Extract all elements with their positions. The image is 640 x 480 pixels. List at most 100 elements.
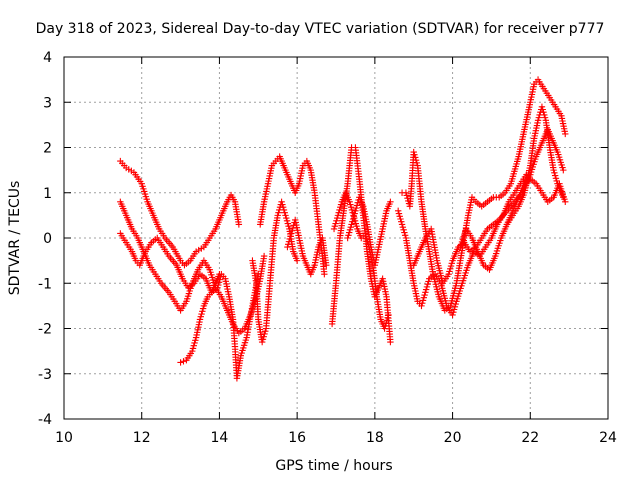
x-tick-label: 16 bbox=[288, 430, 306, 446]
data-point bbox=[396, 213, 403, 220]
y-tick-label: -3 bbox=[38, 367, 52, 383]
data-point bbox=[420, 294, 428, 301]
data-point bbox=[349, 218, 356, 225]
series-9 bbox=[330, 189, 392, 332]
data-point bbox=[423, 283, 431, 291]
data-point bbox=[401, 232, 409, 239]
data-point bbox=[447, 262, 455, 270]
data-point bbox=[333, 217, 340, 225]
data-point bbox=[287, 232, 294, 240]
data-point bbox=[353, 223, 360, 230]
y-tick-label: 4 bbox=[43, 50, 52, 66]
data-point bbox=[551, 172, 559, 179]
data-point bbox=[421, 291, 428, 299]
data-point bbox=[385, 311, 392, 319]
data-point bbox=[347, 204, 355, 211]
data-point bbox=[418, 302, 425, 310]
data-point bbox=[350, 213, 358, 220]
data-point bbox=[346, 226, 354, 234]
data-point bbox=[344, 234, 351, 242]
data-point bbox=[282, 212, 289, 219]
data-point bbox=[425, 278, 432, 285]
data-point bbox=[398, 221, 406, 228]
data-point bbox=[413, 159, 421, 167]
data-point bbox=[284, 220, 292, 227]
data-point bbox=[534, 117, 542, 124]
data-point bbox=[540, 109, 547, 116]
series-4 bbox=[177, 271, 223, 366]
data-point bbox=[550, 166, 557, 174]
data-point bbox=[346, 198, 353, 205]
data-point bbox=[353, 204, 360, 212]
data-point bbox=[260, 333, 267, 340]
data-point bbox=[562, 198, 569, 205]
data-point bbox=[283, 214, 290, 222]
y-tick-label: 3 bbox=[43, 95, 52, 111]
data-point bbox=[539, 106, 546, 113]
data-point bbox=[541, 114, 549, 121]
data-point bbox=[410, 148, 417, 156]
data-point bbox=[451, 303, 459, 310]
x-axis-label: GPS time / hours bbox=[275, 458, 392, 474]
data-point bbox=[199, 308, 206, 315]
data-point bbox=[288, 230, 295, 237]
data-point bbox=[278, 198, 285, 205]
data-point bbox=[330, 225, 338, 233]
data-point bbox=[353, 202, 361, 209]
data-point bbox=[383, 317, 391, 324]
data-point bbox=[259, 336, 267, 343]
x-tick-label: 22 bbox=[521, 430, 539, 446]
x-tick-label: 12 bbox=[133, 430, 151, 446]
data-point bbox=[235, 221, 243, 228]
data-point bbox=[387, 198, 394, 205]
data-point bbox=[348, 221, 355, 228]
data-point bbox=[261, 330, 268, 338]
data-point bbox=[190, 342, 197, 349]
series-3 bbox=[117, 230, 262, 382]
y-axis-label: SDTVAR / TECUs bbox=[7, 181, 23, 296]
data-point bbox=[445, 271, 452, 278]
data-point bbox=[419, 297, 427, 304]
data-point bbox=[260, 252, 268, 260]
data-point bbox=[258, 338, 266, 346]
data-point bbox=[285, 223, 292, 230]
series-8 bbox=[328, 144, 394, 346]
x-tick-label: 14 bbox=[211, 430, 229, 446]
data-point bbox=[189, 345, 197, 352]
data-point bbox=[447, 265, 454, 272]
data-point bbox=[450, 309, 457, 316]
data-point bbox=[332, 220, 339, 227]
data-point bbox=[422, 286, 430, 293]
data-point bbox=[347, 201, 354, 208]
data-point bbox=[399, 223, 407, 231]
data-point bbox=[448, 260, 455, 267]
series-12 bbox=[398, 76, 569, 314]
data-point bbox=[361, 230, 369, 237]
data-point bbox=[216, 271, 223, 278]
data-point bbox=[449, 311, 456, 319]
data-point bbox=[352, 220, 360, 227]
data-point bbox=[403, 192, 410, 199]
data-point bbox=[395, 210, 403, 217]
data-point bbox=[321, 271, 328, 278]
data-point bbox=[411, 151, 418, 158]
series-13 bbox=[410, 126, 567, 287]
data-point bbox=[199, 305, 207, 312]
data-point bbox=[333, 214, 341, 222]
data-point bbox=[334, 212, 342, 219]
data-point bbox=[348, 206, 356, 214]
data-point bbox=[279, 204, 287, 211]
data-point bbox=[335, 209, 342, 216]
data-point bbox=[349, 215, 357, 223]
series-1 bbox=[117, 157, 243, 269]
series-10 bbox=[344, 194, 394, 269]
data-point bbox=[191, 339, 198, 347]
data-point bbox=[381, 325, 388, 332]
data-point bbox=[280, 206, 288, 214]
data-point bbox=[285, 241, 292, 248]
data-point bbox=[552, 175, 560, 182]
data-point bbox=[419, 299, 426, 307]
data-point bbox=[424, 280, 431, 288]
data-point bbox=[422, 289, 429, 296]
